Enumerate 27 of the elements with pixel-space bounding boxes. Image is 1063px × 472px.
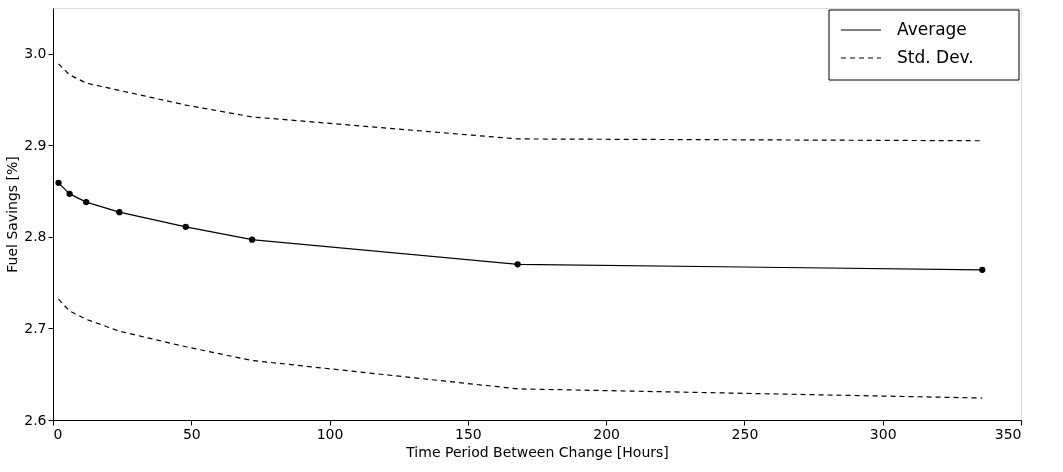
x-tick-label: 200 bbox=[593, 425, 621, 442]
y-axis-title: Fuel Savings [%] bbox=[4, 156, 21, 273]
x-tick-label: 100 bbox=[316, 425, 344, 442]
y-tick-label: 2.6 bbox=[24, 411, 47, 428]
legend-label: Std. Dev. bbox=[897, 47, 974, 67]
x-tick-label: 300 bbox=[869, 425, 897, 442]
legend-label: Average bbox=[897, 19, 967, 39]
x-tick-label: 250 bbox=[731, 425, 759, 442]
point bbox=[66, 190, 73, 198]
line-series bbox=[57, 63, 983, 142]
y-tick-label: 2.7 bbox=[24, 319, 47, 336]
x-tick-label: 0 bbox=[53, 425, 63, 442]
point bbox=[979, 266, 986, 273]
x-axis-title: Time Period Between Change [Hours] bbox=[405, 443, 669, 460]
point bbox=[116, 209, 123, 216]
y-tick-label: 2.8 bbox=[24, 228, 47, 245]
y-tick-label: 3.0 bbox=[24, 45, 47, 62]
point bbox=[514, 261, 521, 268]
x-tick-label: 50 bbox=[182, 425, 201, 442]
point bbox=[182, 223, 189, 230]
x-tick-label: 350 bbox=[994, 425, 1022, 442]
point bbox=[83, 198, 90, 206]
y-tick-label: 2.9 bbox=[24, 136, 47, 153]
point bbox=[248, 236, 256, 243]
point bbox=[55, 179, 62, 187]
line-series bbox=[57, 298, 983, 399]
x-tick-label: 150 bbox=[454, 425, 482, 442]
